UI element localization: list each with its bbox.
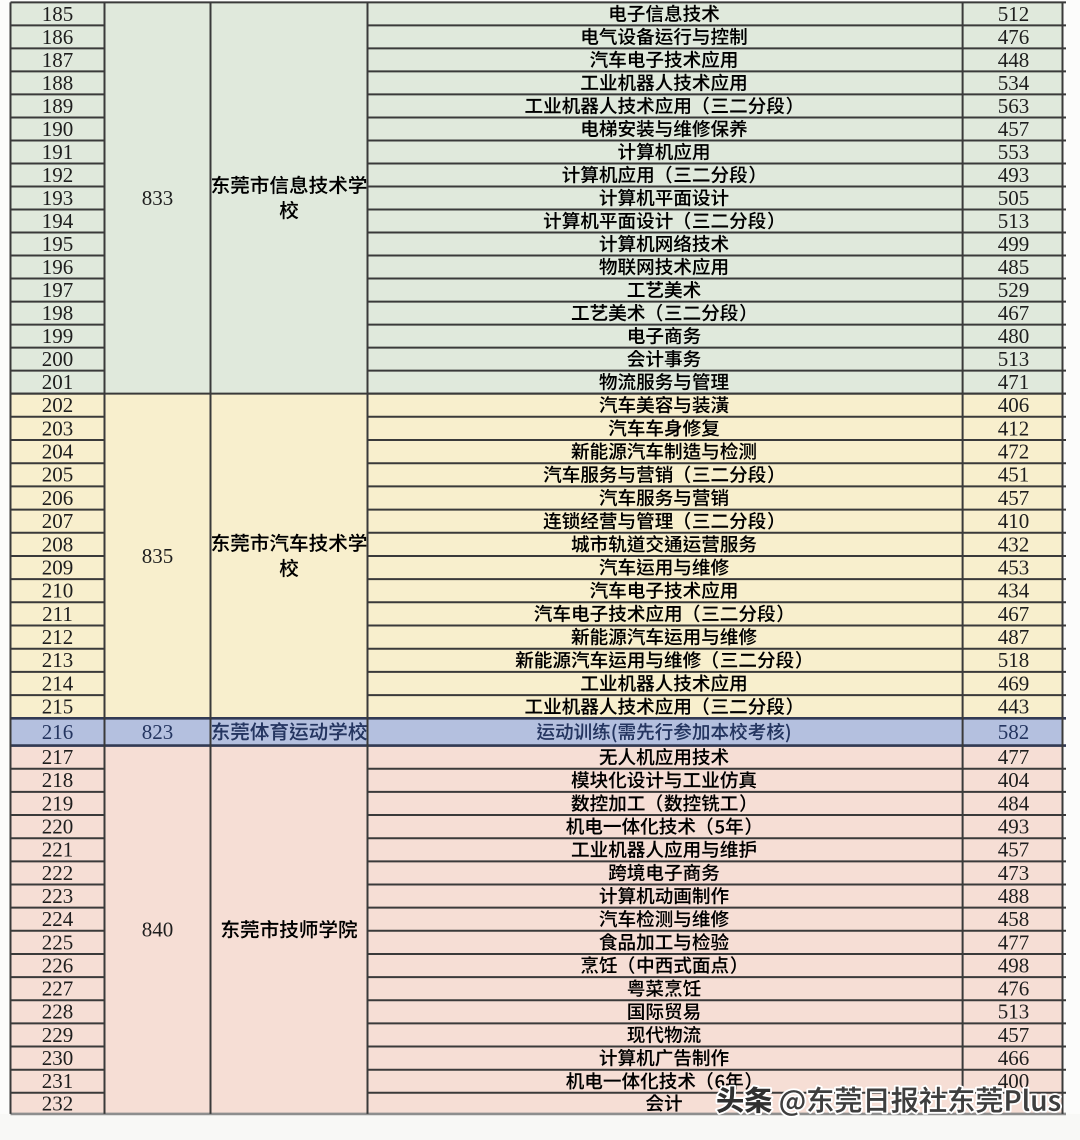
svg-text:534: 534: [998, 71, 1030, 95]
svg-text:471: 471: [998, 370, 1030, 394]
svg-text:207: 207: [42, 509, 74, 533]
svg-text:512: 512: [998, 2, 1030, 26]
svg-text:493: 493: [998, 815, 1030, 839]
svg-text:484: 484: [998, 791, 1030, 815]
svg-text:209: 209: [42, 555, 74, 579]
svg-text:443: 443: [998, 695, 1030, 719]
svg-text:195: 195: [42, 232, 74, 256]
svg-text:201: 201: [42, 370, 74, 394]
svg-text:451: 451: [998, 463, 1030, 487]
svg-text:518: 518: [998, 648, 1030, 672]
svg-text:466: 466: [998, 1046, 1030, 1070]
svg-text:221: 221: [42, 838, 74, 862]
svg-text:467: 467: [998, 602, 1030, 626]
svg-text:226: 226: [42, 953, 74, 977]
svg-text:835: 835: [142, 544, 174, 568]
svg-text:485: 485: [998, 255, 1030, 279]
svg-text:223: 223: [42, 884, 74, 908]
svg-text:406: 406: [998, 393, 1030, 417]
svg-text:432: 432: [998, 532, 1030, 556]
svg-text:448: 448: [998, 48, 1030, 72]
svg-text:194: 194: [42, 209, 74, 233]
svg-text:487: 487: [998, 625, 1030, 649]
svg-text:219: 219: [42, 791, 74, 815]
svg-text:189: 189: [42, 94, 74, 118]
svg-text:458: 458: [998, 907, 1030, 931]
svg-text:222: 222: [42, 861, 74, 885]
svg-text:467: 467: [998, 301, 1030, 325]
svg-text:220: 220: [42, 815, 74, 839]
svg-text:840: 840: [142, 918, 174, 942]
svg-text:187: 187: [42, 48, 74, 72]
svg-text:457: 457: [998, 838, 1030, 862]
svg-text:833: 833: [142, 186, 174, 210]
svg-text:217: 217: [42, 745, 74, 769]
svg-text:232: 232: [42, 1091, 74, 1115]
svg-text:477: 477: [998, 745, 1030, 769]
svg-text:480: 480: [998, 324, 1030, 348]
svg-text:192: 192: [42, 163, 74, 187]
svg-text:404: 404: [998, 768, 1030, 792]
svg-text:453: 453: [998, 555, 1030, 579]
svg-text:823: 823: [142, 720, 174, 744]
svg-text:197: 197: [42, 278, 74, 302]
svg-text:216: 216: [42, 720, 74, 744]
svg-text:473: 473: [998, 861, 1030, 885]
svg-text:488: 488: [998, 884, 1030, 908]
svg-text:210: 210: [42, 579, 74, 603]
svg-text:513: 513: [998, 347, 1030, 371]
svg-text:472: 472: [998, 440, 1030, 464]
svg-text:196: 196: [42, 255, 74, 279]
svg-text:190: 190: [42, 117, 74, 141]
svg-text:553: 553: [998, 140, 1030, 164]
svg-text:229: 229: [42, 1023, 74, 1047]
svg-text:493: 493: [998, 163, 1030, 187]
svg-text:227: 227: [42, 977, 74, 1001]
svg-text:204: 204: [42, 440, 74, 464]
svg-text:186: 186: [42, 25, 74, 49]
svg-text:215: 215: [42, 695, 74, 719]
svg-text:505: 505: [998, 186, 1030, 210]
svg-text:188: 188: [42, 71, 74, 95]
svg-text:203: 203: [42, 416, 74, 440]
svg-text:457: 457: [998, 117, 1030, 141]
svg-text:185: 185: [42, 2, 74, 26]
svg-text:208: 208: [42, 532, 74, 556]
svg-text:218: 218: [42, 768, 74, 792]
svg-text:193: 193: [42, 186, 74, 210]
svg-text:513: 513: [998, 1000, 1030, 1024]
svg-text:469: 469: [998, 671, 1030, 695]
svg-text:191: 191: [42, 140, 74, 164]
svg-text:231: 231: [42, 1069, 74, 1093]
svg-text:214: 214: [42, 671, 74, 695]
svg-text:499: 499: [998, 232, 1030, 256]
svg-text:213: 213: [42, 648, 74, 672]
svg-text:230: 230: [42, 1046, 74, 1070]
svg-text:225: 225: [42, 930, 74, 954]
svg-text:206: 206: [42, 486, 74, 510]
svg-text:563: 563: [998, 94, 1030, 118]
svg-text:212: 212: [42, 625, 74, 649]
svg-text:224: 224: [42, 907, 74, 931]
svg-text:198: 198: [42, 301, 74, 325]
svg-text:513: 513: [998, 209, 1030, 233]
svg-text:582: 582: [998, 720, 1030, 744]
svg-text:199: 199: [42, 324, 74, 348]
svg-text:434: 434: [998, 579, 1030, 603]
svg-text:410: 410: [998, 509, 1030, 533]
svg-text:205: 205: [42, 463, 74, 487]
svg-text:202: 202: [42, 393, 74, 417]
svg-text:457: 457: [998, 486, 1030, 510]
svg-text:477: 477: [998, 930, 1030, 954]
svg-text:412: 412: [998, 416, 1030, 440]
svg-text:211: 211: [42, 602, 73, 626]
svg-text:529: 529: [998, 278, 1030, 302]
svg-text:476: 476: [998, 977, 1030, 1001]
svg-text:228: 228: [42, 1000, 74, 1024]
svg-text:457: 457: [998, 1023, 1030, 1047]
svg-text:200: 200: [42, 347, 74, 371]
svg-text:476: 476: [998, 25, 1030, 49]
svg-text:498: 498: [998, 953, 1030, 977]
